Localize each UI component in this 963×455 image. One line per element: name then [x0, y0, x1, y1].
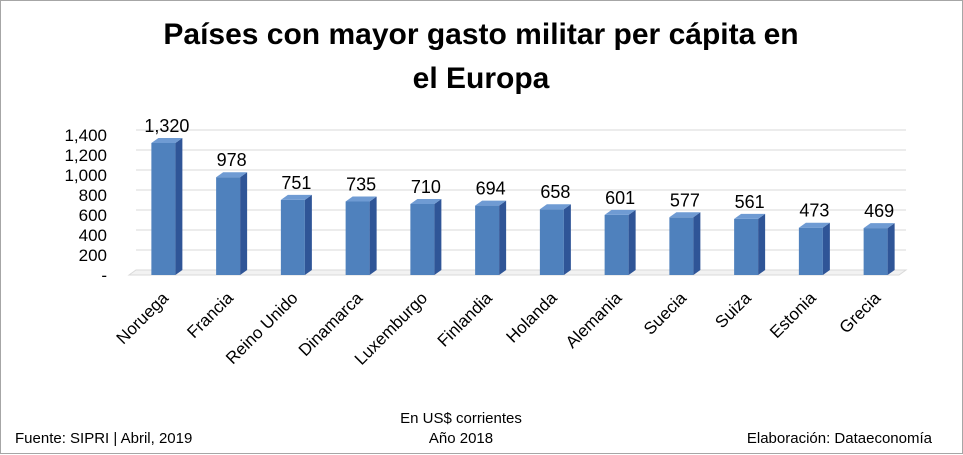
y-tick-label: 1,400: [64, 126, 107, 145]
data-label: 601: [605, 188, 635, 208]
bar-side: [175, 138, 183, 275]
chart-floor: [127, 269, 908, 276]
bar-side: [693, 212, 701, 275]
bar-top: [734, 213, 766, 219]
bar-side: [758, 213, 766, 275]
data-label: 658: [540, 182, 570, 202]
bar-side: [563, 204, 571, 275]
bar-side: [822, 222, 830, 275]
data-label: 710: [411, 177, 441, 197]
units-label: En US$ corrientes: [400, 410, 522, 427]
y-tick-label: 200: [79, 246, 107, 265]
bar: [798, 227, 823, 275]
data-label: 1,320: [144, 116, 189, 136]
units-note: En US$ corrientes Año 2018: [331, 409, 591, 449]
bar-side: [304, 194, 312, 275]
bar-top: [151, 138, 183, 143]
bar: [539, 209, 564, 275]
y-tick-label: 1,000: [64, 166, 107, 185]
data-label: 469: [864, 201, 894, 221]
bar: [863, 228, 888, 275]
chart-title-line-2: el Europa: [412, 62, 550, 95]
x-tick-label: Francia: [183, 288, 237, 342]
bar-side: [369, 196, 377, 275]
bar-side: [434, 199, 442, 275]
source-note: Fuente: SIPRI | Abril, 2019: [15, 430, 193, 447]
x-tick-label: Suecia: [640, 288, 691, 339]
data-label: 473: [799, 201, 829, 221]
bar: [410, 204, 435, 275]
data-label: 735: [346, 175, 376, 195]
data-label: 561: [735, 192, 765, 212]
bar-side: [887, 223, 895, 275]
bar-top: [410, 199, 442, 204]
x-tick-label: Holanda: [502, 288, 561, 347]
y-tick-label: 400: [79, 226, 107, 245]
y-tick-label: 800: [79, 186, 107, 205]
bar-top: [345, 196, 377, 202]
bar-top: [863, 223, 895, 229]
bar-top: [475, 200, 507, 206]
x-tick-label: Alemania: [562, 288, 626, 352]
data-label: 751: [281, 173, 311, 193]
x-tick-label: Noruega: [113, 288, 173, 348]
chart-title-line-1: Países con mayor gasto militar per cápit…: [163, 18, 799, 51]
bar-side: [499, 200, 507, 275]
bar-side: [628, 209, 636, 275]
x-tick-label: Finlandia: [434, 288, 497, 351]
bar: [604, 214, 629, 275]
bar: [216, 177, 241, 275]
data-label: 978: [217, 150, 247, 170]
bar: [734, 218, 759, 275]
x-tick-label: Estonia: [766, 288, 820, 342]
bar: [280, 199, 305, 275]
bar-top: [798, 222, 830, 228]
bar: [345, 201, 370, 275]
bar-top: [280, 194, 312, 200]
data-label: 577: [670, 190, 700, 210]
bar: [475, 205, 500, 275]
chart-title: Países con mayor gasto militar per cápit…: [61, 13, 901, 101]
y-tick-label: 600: [79, 206, 107, 225]
year-label: Año 2018: [428, 430, 494, 447]
bar-side: [240, 172, 248, 275]
data-label: 694: [476, 179, 506, 199]
bar: [151, 143, 176, 275]
y-tick-label: 1,200: [64, 146, 107, 165]
bar: [669, 217, 694, 275]
bar-top: [216, 172, 248, 178]
credit-note: Elaboración: Dataeconomía: [746, 430, 932, 447]
y-tick-label: -: [101, 266, 107, 285]
bar-top: [539, 204, 571, 210]
x-tick-label: Grecia: [836, 288, 885, 337]
x-tick-label: Suiza: [711, 288, 755, 332]
bar-top: [604, 209, 636, 215]
bar-top: [669, 212, 701, 218]
